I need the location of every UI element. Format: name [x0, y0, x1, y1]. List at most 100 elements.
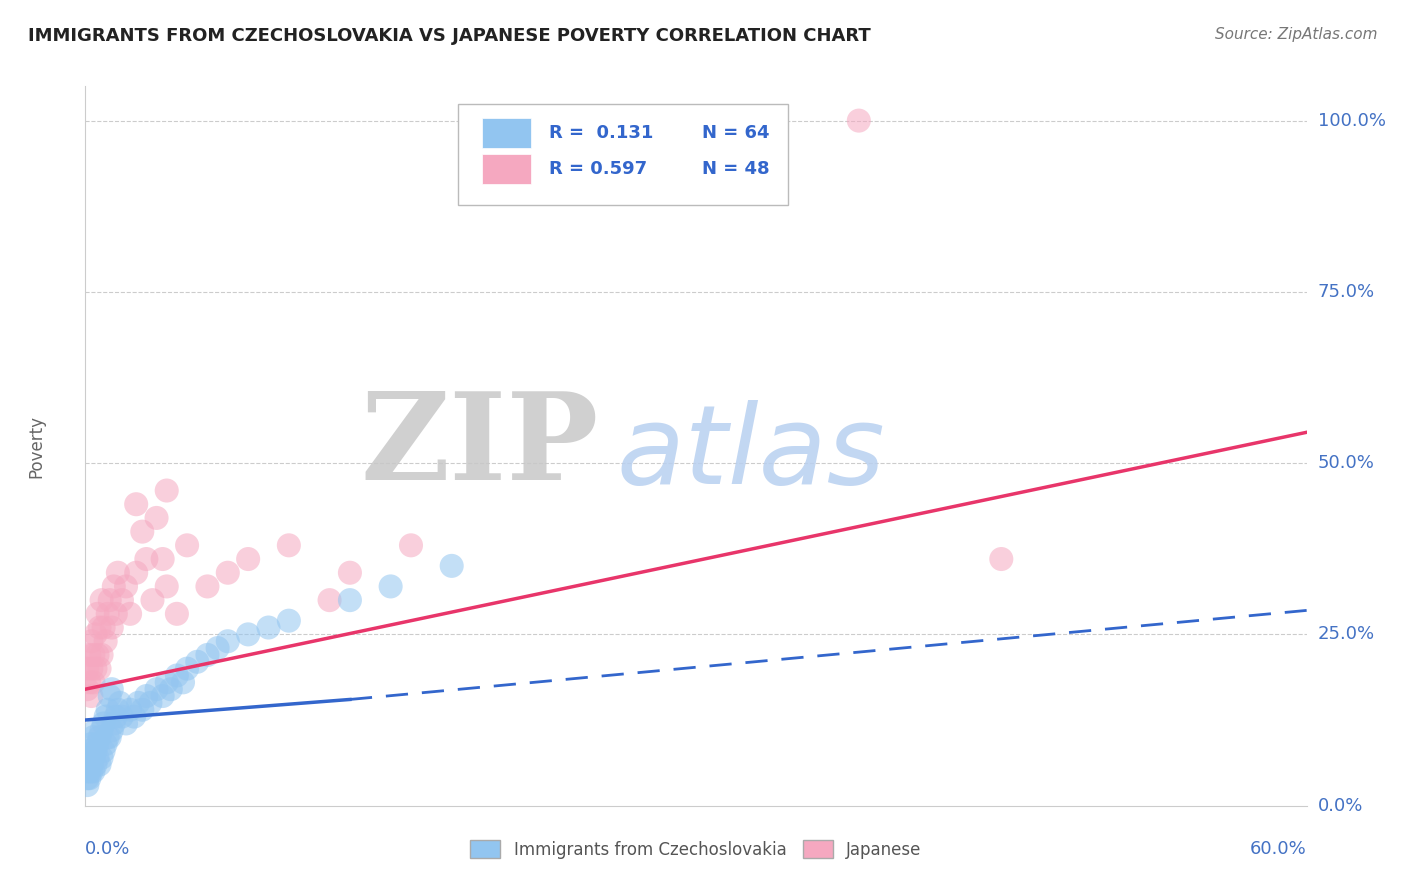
- Point: [79, 764, 101, 779]
- Point: [98, 593, 121, 607]
- Point: [84, 627, 107, 641]
- Point: [93, 716, 115, 731]
- Point: [120, 703, 142, 717]
- Text: 100.0%: 100.0%: [1317, 112, 1386, 129]
- Point: [79, 757, 101, 772]
- Legend: Immigrants from Czechoslovakia, Japanese: Immigrants from Czechoslovakia, Japanese: [464, 834, 928, 865]
- Point: [152, 552, 174, 566]
- Point: [104, 607, 127, 621]
- Point: [207, 641, 229, 656]
- Point: [86, 737, 108, 751]
- Point: [186, 655, 208, 669]
- Point: [84, 744, 107, 758]
- Point: [990, 552, 1012, 566]
- Point: [100, 621, 122, 635]
- Point: [156, 675, 179, 690]
- Point: [97, 607, 120, 621]
- Point: [257, 621, 280, 635]
- Point: [93, 744, 115, 758]
- Text: N = 64: N = 64: [702, 124, 769, 142]
- Point: [176, 538, 198, 552]
- Point: [82, 750, 104, 764]
- Point: [120, 607, 142, 621]
- Bar: [482, 118, 531, 148]
- Point: [131, 524, 153, 539]
- Point: [86, 750, 108, 764]
- Point: [318, 593, 340, 607]
- Point: [80, 764, 103, 779]
- Point: [176, 662, 198, 676]
- Point: [277, 538, 299, 552]
- Point: [80, 750, 103, 764]
- Point: [172, 675, 194, 690]
- Point: [166, 668, 188, 682]
- Point: [440, 558, 463, 573]
- Point: [108, 696, 131, 710]
- Point: [80, 662, 103, 676]
- Point: [80, 737, 103, 751]
- Text: IMMIGRANTS FROM CZECHOSLOVAKIA VS JAPANESE POVERTY CORRELATION CHART: IMMIGRANTS FROM CZECHOSLOVAKIA VS JAPANE…: [28, 27, 870, 45]
- Point: [90, 593, 112, 607]
- Point: [84, 723, 107, 738]
- Text: N = 48: N = 48: [702, 160, 769, 178]
- Point: [90, 723, 112, 738]
- Point: [135, 552, 157, 566]
- FancyBboxPatch shape: [458, 104, 787, 205]
- Point: [82, 730, 104, 744]
- Point: [89, 621, 111, 635]
- Point: [90, 648, 112, 662]
- Point: [79, 744, 101, 758]
- Text: R = 0.597: R = 0.597: [550, 160, 648, 178]
- Point: [76, 662, 98, 676]
- Point: [125, 566, 148, 580]
- Point: [104, 709, 127, 723]
- Point: [80, 757, 103, 772]
- Text: 50.0%: 50.0%: [1317, 454, 1375, 472]
- Point: [156, 579, 179, 593]
- Point: [145, 511, 167, 525]
- Point: [89, 662, 111, 676]
- Bar: [482, 154, 531, 184]
- Point: [131, 703, 153, 717]
- Text: Poverty: Poverty: [28, 415, 45, 477]
- Point: [76, 778, 98, 792]
- Point: [76, 764, 98, 779]
- Point: [79, 648, 101, 662]
- Point: [86, 648, 108, 662]
- Point: [98, 730, 121, 744]
- Point: [80, 634, 103, 648]
- Point: [236, 627, 259, 641]
- Point: [159, 682, 181, 697]
- Point: [135, 689, 157, 703]
- Point: [217, 566, 239, 580]
- Point: [107, 566, 129, 580]
- Point: [76, 771, 98, 785]
- Point: [156, 483, 179, 498]
- Point: [277, 614, 299, 628]
- Point: [97, 730, 120, 744]
- Point: [84, 662, 107, 676]
- Point: [89, 757, 111, 772]
- Point: [152, 689, 174, 703]
- Point: [139, 696, 162, 710]
- Text: ZIP: ZIP: [360, 387, 599, 505]
- Point: [111, 709, 134, 723]
- Point: [122, 709, 145, 723]
- Point: [80, 689, 103, 703]
- Point: [107, 703, 129, 717]
- Point: [380, 579, 402, 593]
- Point: [93, 621, 115, 635]
- Text: 0.0%: 0.0%: [1317, 797, 1364, 814]
- Point: [100, 723, 122, 738]
- Point: [103, 716, 125, 731]
- Point: [399, 538, 422, 552]
- Point: [127, 696, 149, 710]
- Point: [217, 634, 239, 648]
- Point: [98, 689, 121, 703]
- Point: [339, 566, 361, 580]
- Point: [90, 750, 112, 764]
- Point: [94, 737, 117, 751]
- Point: [76, 750, 98, 764]
- Point: [141, 593, 163, 607]
- Point: [125, 497, 148, 511]
